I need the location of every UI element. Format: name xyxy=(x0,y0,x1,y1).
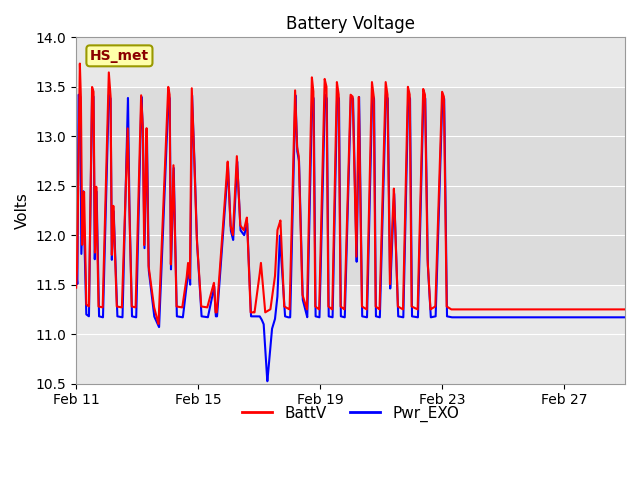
BattV xyxy=(155,321,163,327)
BattV xyxy=(509,307,516,312)
BattV xyxy=(271,273,279,279)
Title: Battery Voltage: Battery Voltage xyxy=(286,15,415,33)
Pwr_EXO xyxy=(271,316,279,322)
Pwr_EXO xyxy=(421,95,429,101)
Line: BattV: BattV xyxy=(76,63,625,324)
BattV xyxy=(421,93,429,98)
BattV xyxy=(397,305,405,311)
Line: Pwr_EXO: Pwr_EXO xyxy=(76,95,625,381)
BattV xyxy=(76,60,84,66)
Bar xyxy=(76,87,625,285)
Pwr_EXO xyxy=(509,314,516,320)
BattV xyxy=(100,261,108,267)
Pwr_EXO xyxy=(382,92,390,97)
Pwr_EXO xyxy=(621,314,629,320)
Legend: BattV, Pwr_EXO: BattV, Pwr_EXO xyxy=(236,399,465,428)
Y-axis label: Volts: Volts xyxy=(15,192,30,229)
Pwr_EXO xyxy=(397,314,405,320)
Pwr_EXO xyxy=(479,314,487,320)
BattV xyxy=(621,307,629,312)
Pwr_EXO xyxy=(100,286,108,291)
Text: HS_met: HS_met xyxy=(90,49,149,63)
Pwr_EXO xyxy=(264,378,271,384)
Pwr_EXO xyxy=(72,267,80,273)
BattV xyxy=(72,285,80,290)
BattV xyxy=(479,307,487,312)
